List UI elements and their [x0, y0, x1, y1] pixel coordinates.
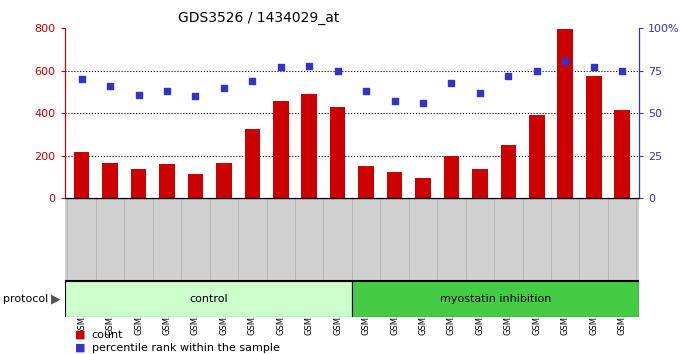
Text: ■: ■: [75, 330, 85, 339]
Bar: [352, 281, 639, 317]
Text: GDS3526 / 1434029_at: GDS3526 / 1434029_at: [177, 11, 339, 25]
Bar: [358, 166, 374, 198]
Bar: [529, 115, 545, 198]
Point: [503, 73, 514, 79]
Text: myostatin inhibition: myostatin inhibition: [440, 294, 551, 304]
Bar: [415, 178, 431, 198]
Point: [133, 92, 144, 97]
Text: ▶: ▶: [51, 293, 61, 306]
Point: [162, 88, 173, 94]
Point: [76, 76, 87, 82]
Bar: [330, 107, 345, 198]
Point: [190, 93, 201, 99]
Point: [531, 68, 542, 74]
Bar: [387, 172, 403, 198]
Bar: [102, 163, 118, 198]
Bar: [273, 101, 288, 198]
Bar: [500, 145, 516, 198]
Point: [475, 90, 486, 96]
Bar: [472, 169, 488, 198]
Point: [560, 58, 571, 63]
Bar: [443, 156, 459, 198]
Text: protocol: protocol: [3, 294, 49, 304]
Text: control: control: [189, 294, 228, 304]
Bar: [65, 281, 352, 317]
Bar: [586, 76, 602, 198]
Bar: [558, 29, 573, 198]
Point: [389, 98, 400, 104]
Bar: [74, 152, 90, 198]
Point: [105, 83, 116, 89]
Point: [418, 100, 428, 106]
Bar: [159, 164, 175, 198]
Point: [446, 80, 457, 86]
Bar: [301, 94, 317, 198]
Point: [247, 78, 258, 84]
Bar: [216, 163, 232, 198]
Point: [304, 63, 315, 69]
Point: [360, 88, 371, 94]
Bar: [188, 174, 203, 198]
Point: [617, 68, 628, 74]
Point: [333, 68, 343, 74]
Text: ■: ■: [75, 343, 85, 353]
Text: percentile rank within the sample: percentile rank within the sample: [92, 343, 279, 353]
Text: count: count: [92, 330, 123, 339]
Bar: [245, 129, 260, 198]
Point: [588, 64, 599, 70]
Bar: [614, 110, 630, 198]
Point: [218, 85, 229, 91]
Point: [275, 64, 286, 70]
Bar: [131, 169, 146, 198]
